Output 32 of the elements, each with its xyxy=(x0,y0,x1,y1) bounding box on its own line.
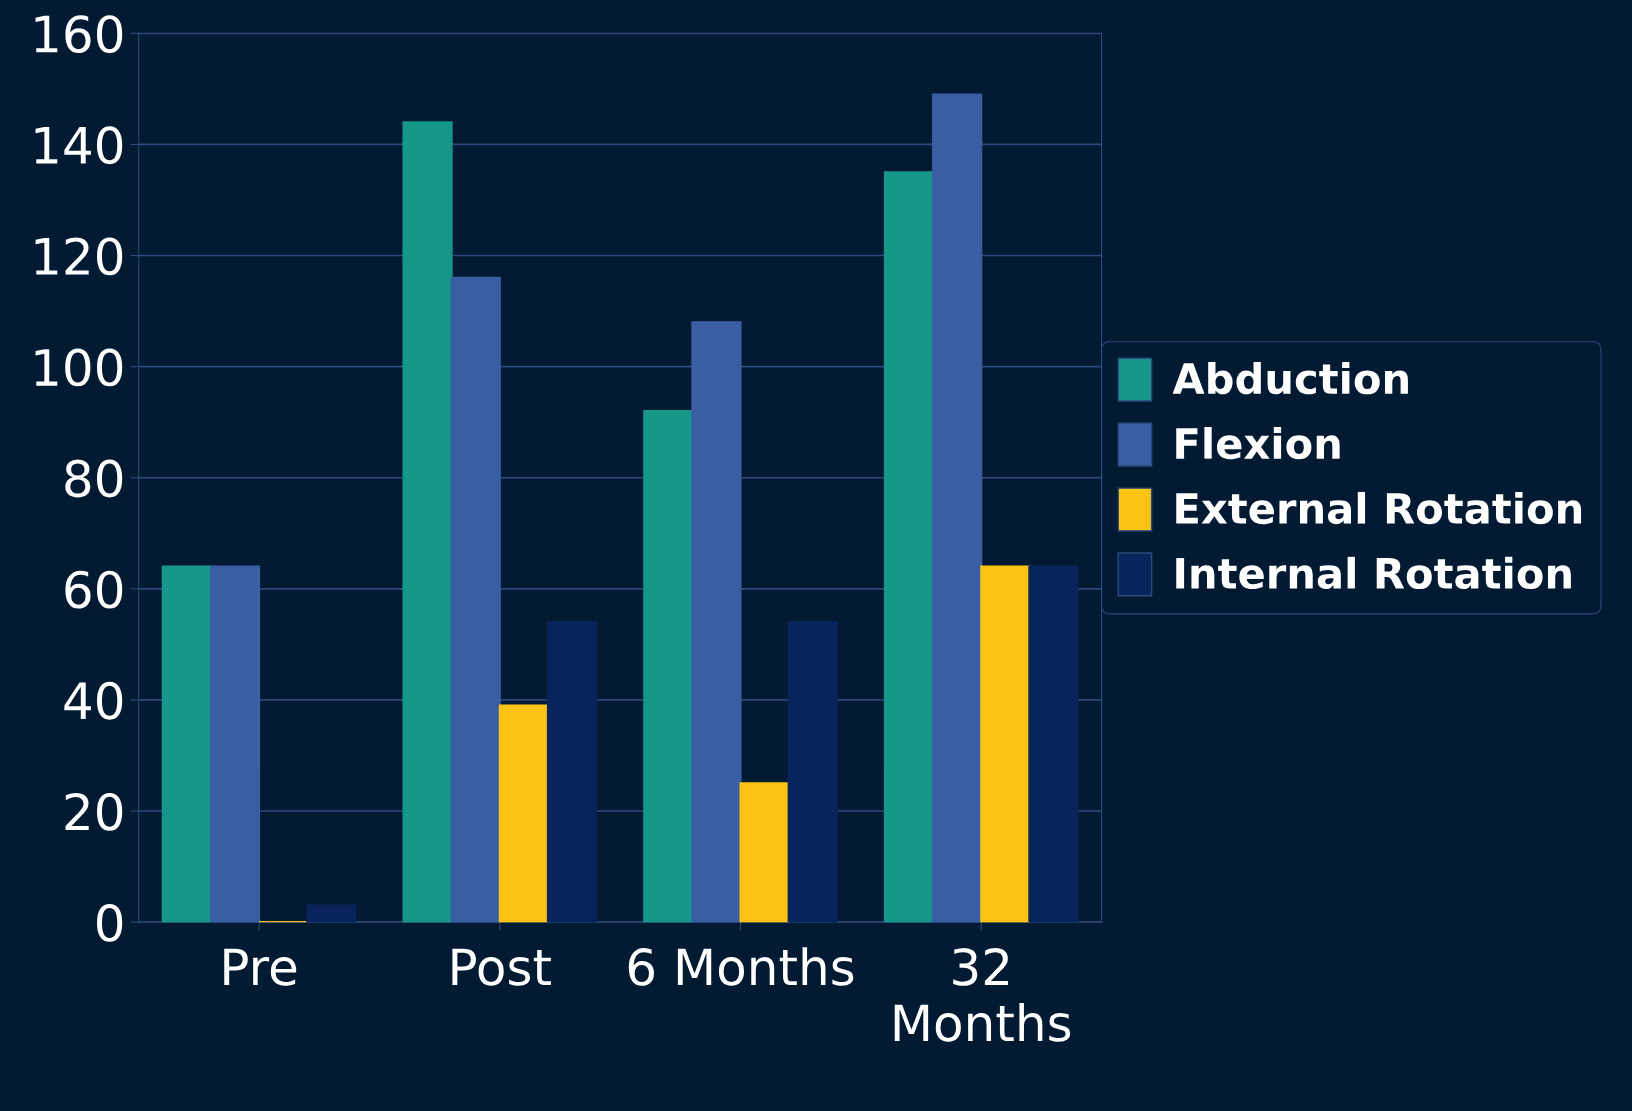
x-tick-label: Post xyxy=(452,948,551,986)
legend-label: Flexion xyxy=(1176,426,1340,460)
y-tick-label: 0 xyxy=(97,904,123,942)
y-tick-label: 120 xyxy=(35,237,123,276)
bar xyxy=(306,904,357,923)
bar xyxy=(450,276,501,923)
x-tick-label: Pre xyxy=(224,948,297,986)
bar xyxy=(402,121,453,923)
legend-label: Abduction xyxy=(1172,362,1408,395)
bar xyxy=(787,621,838,923)
bar xyxy=(691,321,742,923)
legend-label: Internal Rotation xyxy=(1176,556,1571,590)
y-tick-label: 20 xyxy=(65,792,123,831)
bar xyxy=(739,782,790,923)
bar xyxy=(932,93,983,923)
y-tick-label: 160 xyxy=(35,15,123,54)
bar xyxy=(1028,565,1079,923)
y-tick-label: 60 xyxy=(65,570,123,609)
x-tick-label: 32 Months xyxy=(894,948,1071,1042)
y-tick-label: 40 xyxy=(64,681,123,720)
bar xyxy=(209,565,261,923)
bar xyxy=(546,621,598,923)
legend-label: External Rotation xyxy=(1176,491,1582,525)
y-tick-label: 140 xyxy=(35,126,123,165)
y-tick-label: 80 xyxy=(65,459,123,498)
bar xyxy=(498,704,549,923)
bar xyxy=(643,410,694,923)
bar xyxy=(883,171,935,923)
y-tick-label: 100 xyxy=(35,348,123,387)
bar xyxy=(980,565,1031,923)
bar xyxy=(161,565,212,923)
x-tick-label: 6 Months xyxy=(628,947,854,986)
